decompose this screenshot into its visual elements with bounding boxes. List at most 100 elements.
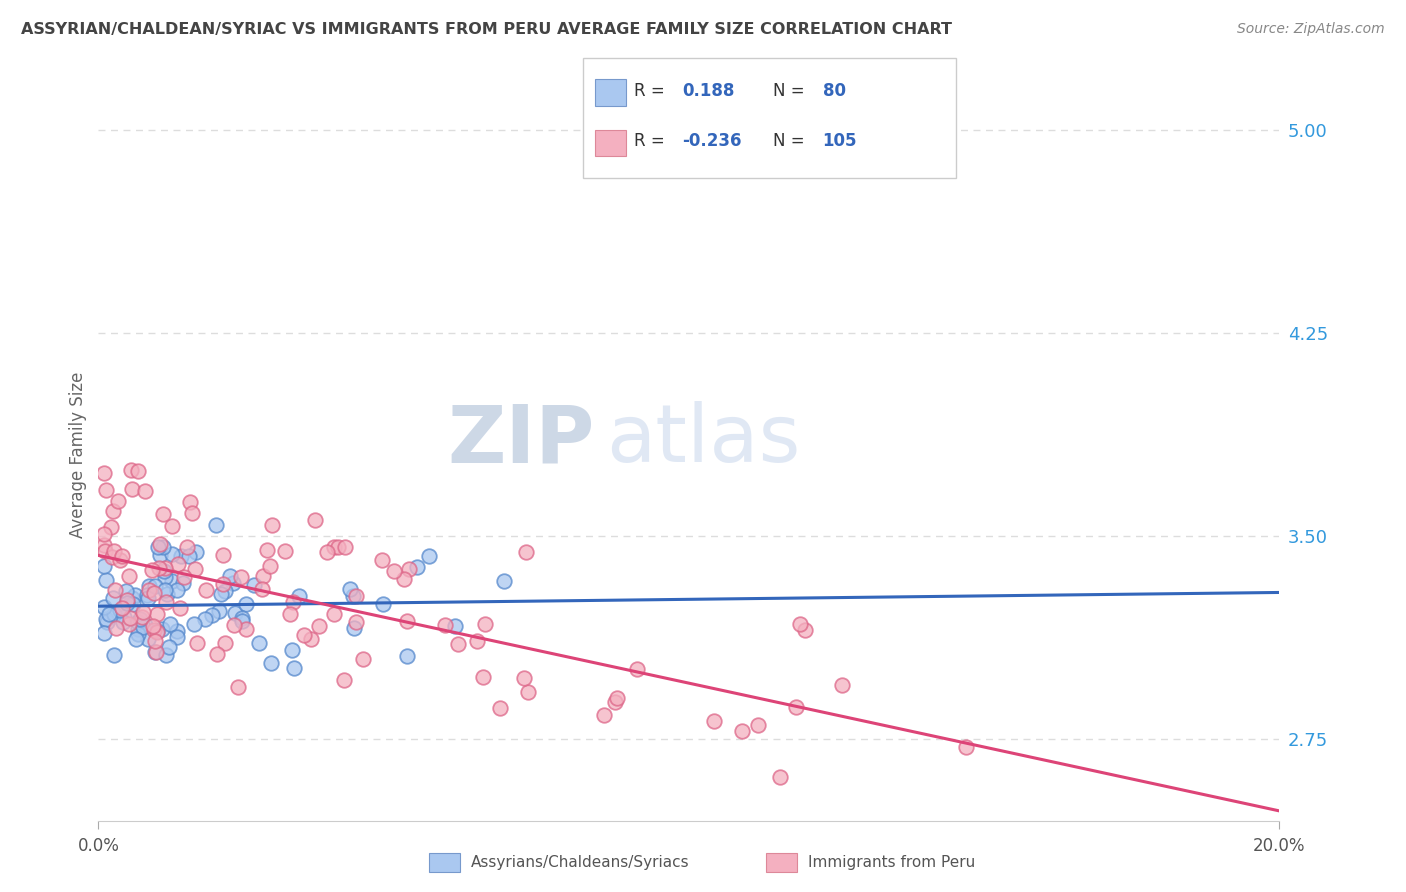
Point [143, 623, 166, 637]
Point [231, 610, 253, 624]
Point [143, 633, 166, 648]
Point [352, 652, 374, 666]
Point [132, 620, 155, 634]
Point [108, 603, 131, 617]
Point [172, 575, 194, 590]
Point [344, 589, 367, 603]
Point [131, 610, 153, 624]
Point [93, 626, 115, 640]
Point [112, 610, 135, 624]
Point [592, 708, 614, 723]
Point [235, 597, 257, 611]
Y-axis label: Average Family Size: Average Family Size [69, 372, 87, 538]
Text: Assyrians/Chaldeans/Syriacs: Assyrians/Chaldeans/Syriacs [471, 855, 689, 870]
Point [152, 541, 174, 555]
Point [127, 627, 149, 641]
Point [162, 547, 184, 561]
Point [146, 540, 169, 554]
Point [262, 518, 284, 533]
Point [153, 583, 176, 598]
Point [304, 513, 326, 527]
Point [205, 517, 228, 532]
Point [343, 621, 366, 635]
Point [124, 588, 146, 602]
Point [224, 606, 246, 620]
Point [135, 588, 157, 602]
Point [205, 647, 228, 661]
Point [418, 549, 440, 563]
Point [212, 576, 235, 591]
Point [212, 548, 235, 562]
Point [281, 595, 304, 609]
Point [606, 691, 628, 706]
Point [243, 577, 266, 591]
Point [105, 621, 128, 635]
Point [132, 605, 155, 619]
Point [181, 506, 204, 520]
Point [166, 582, 188, 597]
Point [107, 494, 129, 508]
Point [121, 483, 143, 497]
Point [516, 685, 538, 699]
Point [111, 615, 134, 630]
Point [94, 483, 117, 497]
Point [247, 636, 270, 650]
Point [100, 520, 122, 534]
Point [120, 463, 142, 477]
Point [150, 622, 173, 636]
Point [747, 718, 769, 732]
Text: ASSYRIAN/CHALDEAN/SYRIAC VS IMMIGRANTS FROM PERU AVERAGE FAMILY SIZE CORRELATION: ASSYRIAN/CHALDEAN/SYRIAC VS IMMIGRANTS F… [21, 22, 952, 37]
Point [93, 538, 115, 552]
Point [489, 701, 512, 715]
Point [157, 640, 180, 654]
Point [167, 557, 190, 571]
Point [156, 587, 179, 601]
Point [447, 637, 470, 651]
Point [96, 612, 118, 626]
Point [465, 634, 488, 648]
Point [382, 564, 405, 578]
Point [194, 583, 217, 598]
Point [288, 589, 311, 603]
Point [120, 611, 142, 625]
Point [222, 618, 245, 632]
Point [184, 562, 207, 576]
Point [177, 549, 200, 563]
Point [201, 607, 224, 622]
Point [149, 548, 172, 562]
Point [143, 585, 166, 599]
Point [166, 630, 188, 644]
Point [103, 607, 125, 621]
Point [260, 656, 283, 670]
Point [513, 672, 536, 686]
Point [278, 607, 301, 621]
Point [371, 552, 394, 566]
Point [127, 615, 149, 630]
Point [474, 617, 496, 632]
Point [472, 670, 495, 684]
Point [406, 560, 429, 574]
Point [121, 591, 143, 606]
Text: Immigrants from Peru: Immigrants from Peru [808, 855, 976, 870]
Point [831, 678, 853, 692]
Point [127, 623, 149, 637]
Point [179, 495, 201, 509]
Text: R =: R = [634, 81, 665, 100]
Point [443, 619, 465, 633]
Point [339, 582, 361, 596]
Point [129, 612, 152, 626]
Point [214, 583, 236, 598]
Point [93, 527, 115, 541]
Point [155, 561, 177, 575]
Point [155, 570, 177, 584]
Point [209, 587, 232, 601]
Text: ZIP: ZIP [447, 401, 595, 479]
Point [155, 648, 177, 662]
Point [136, 591, 159, 606]
Point [176, 541, 198, 555]
Point [127, 464, 149, 478]
Point [145, 579, 167, 593]
Point [186, 636, 208, 650]
Point [323, 607, 346, 622]
Point [333, 540, 356, 554]
